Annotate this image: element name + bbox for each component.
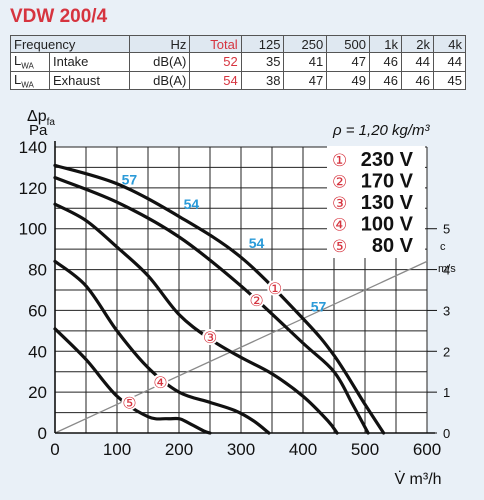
lwa-symbol: LWA [10,70,50,91]
curve-marker-bg [121,394,138,411]
table-cell: 49 [326,70,370,91]
table-cell: 35 [240,52,285,72]
velocity-tick-label: 1 [443,385,450,400]
x-tick-label: 0 [50,440,59,459]
table-cell: 54 [189,70,242,91]
x-tick-label: 600 [413,440,441,459]
legend-label: 230 V [361,149,414,171]
curve-marker: ② [249,291,263,310]
y-tick-label: 100 [19,220,47,239]
column-header: 250 [283,35,328,53]
legend-label: 100 V [361,214,414,236]
curve-marker-bg [202,328,218,345]
y-tick-label: 20 [28,383,47,402]
velocity-tick-label: 3 [443,303,450,318]
legend-box [327,146,425,258]
page-title: VDW 200/4 [10,6,108,27]
x-tick-label: 200 [165,440,193,459]
velocity-tick-label: 2 [443,344,450,359]
column-header: Frequency [9,35,131,53]
column-header: 4k [432,35,467,53]
legend-marker: ④ [332,216,347,236]
y-tick-label: 0 [38,424,47,443]
table-cell: dB(A) [129,52,191,72]
sound-level-label: 54 [184,196,200,212]
table-cell: 46 [369,52,402,72]
curve-marker-bg [152,373,169,390]
table-cell: 44 [432,52,467,72]
legend-marker: ③ [332,194,347,214]
legend-marker: ⑤ [332,237,347,257]
density-note: ρ = 1,20 kg/m³ [332,122,431,139]
table-cell: dB(A) [129,70,191,91]
y-tick-label: 140 [19,138,47,157]
table-cell: 45 [432,70,467,91]
y-tick-label: 60 [28,301,47,320]
legend-marker: ② [332,173,347,193]
column-header: Total [189,35,242,53]
curve-4 [53,259,271,435]
table-row: LWA Intake dB(A) 52 35 41 47 46 44 44 [10,52,467,72]
curve-2 [53,176,370,435]
table-cell: 44 [400,52,434,72]
sound-level-label: 57 [311,298,327,314]
curve-marker: ① [268,279,282,298]
curve-5 [53,327,212,435]
x-tick-label: 400 [289,440,317,459]
column-header: 500 [326,35,370,53]
legend-label: 130 V [361,192,414,214]
x-tick-label: 300 [227,440,255,459]
sound-level-label: 57 [122,172,138,188]
x-axis-label: V̇ m³/h [394,470,441,488]
sound-table-header-row: Frequency Hz Total 125 250 500 1k 2k 4k [9,35,467,53]
column-header: 125 [240,35,285,53]
curve-marker: ④ [153,373,167,392]
curve-marker-bg [248,292,265,309]
legend-label: 80 V [372,235,414,257]
legend-marker: ① [332,151,347,171]
table-cell: 47 [283,70,328,91]
table-cell: 46 [400,70,434,91]
x-tick-label: 100 [103,440,131,459]
y-tick-label: 120 [19,179,47,198]
curve-marker: ③ [203,328,217,347]
velocity-tick-label: 0 [443,426,450,441]
velocity-line [54,260,428,434]
sound-table: Frequency Hz Total 125 250 500 1k 2k 4k … [9,35,467,91]
table-cell: 38 [240,70,285,91]
y-axis-unit: Pa [29,122,48,139]
column-header: 2k [400,35,434,53]
row-label: Exhaust [48,70,131,91]
y-axis-label: Δpfa [27,108,55,128]
legend-label: 170 V [361,171,414,193]
y-tick-label: 80 [28,261,47,280]
table-cell: 46 [369,70,402,91]
velocity-axis-label: c [440,241,446,253]
velocity-tick-label: 5 [443,222,450,237]
velocity-tick-label: 4 [443,263,450,278]
column-header: Hz [129,35,191,53]
table-cell: 47 [326,52,370,72]
velocity-axis-unit: m/s [438,263,456,275]
curve-marker-bg [267,279,284,296]
sound-level-label: 54 [249,235,265,251]
table-cell: 52 [189,52,242,72]
table-row: LWA Exhaust dB(A) 54 38 47 49 46 46 45 [10,70,467,91]
y-tick-label: 40 [28,342,47,361]
curve-marker: ⑤ [122,393,136,412]
x-tick-label: 500 [351,440,379,459]
curve-1 [53,163,386,435]
